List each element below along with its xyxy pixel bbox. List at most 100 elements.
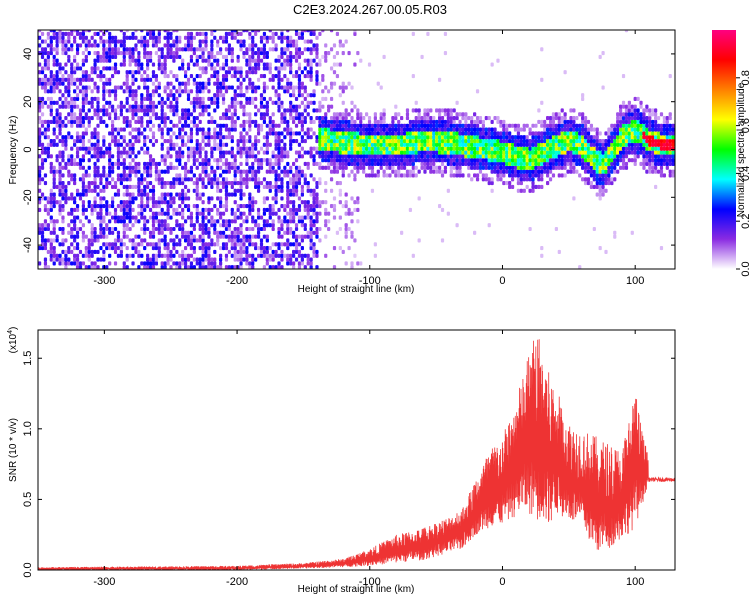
spectrogram-cell xyxy=(43,47,48,52)
spectrogram-cell xyxy=(259,112,264,117)
spectrogram-cell xyxy=(312,31,316,37)
spectrogram-cell xyxy=(510,138,515,144)
spectrogram-cell xyxy=(397,173,401,178)
spectrogram-cell xyxy=(277,138,281,144)
spectrogram-cell xyxy=(417,108,421,113)
spectrogram-cell xyxy=(327,226,331,232)
spectrogram-cell xyxy=(61,142,65,147)
spectrogram-cell xyxy=(186,43,191,48)
spectrogram-cell xyxy=(344,116,348,121)
spectrogram-cell xyxy=(519,146,523,151)
spectrogram-cell xyxy=(224,89,229,94)
spectrogram-cell xyxy=(40,51,45,56)
spectrogram-cell xyxy=(198,81,202,86)
spectrogram-cell xyxy=(204,173,208,178)
spectrogram-cell xyxy=(43,207,48,212)
spectrogram-cell xyxy=(207,127,211,132)
spectrogram-cell xyxy=(356,142,360,147)
spectrogram-cell xyxy=(131,127,135,132)
spectrogram-cell xyxy=(49,169,53,174)
spectrogram-cell xyxy=(245,238,249,243)
spectrogram-cell xyxy=(40,142,45,147)
spectrogram-cell xyxy=(534,150,538,155)
spectrogram-cell xyxy=(493,127,497,132)
spectrogram-cell xyxy=(43,77,48,82)
spectrogram-cell xyxy=(157,169,161,174)
spectrogram-cell xyxy=(265,104,269,109)
spectrogram-cell xyxy=(183,142,188,147)
spectrogram-cell xyxy=(73,253,77,258)
spectrogram-cell xyxy=(560,138,564,144)
spectrogram-cell xyxy=(332,54,337,59)
spectrogram-cell xyxy=(178,265,182,269)
spectrogram-cell xyxy=(125,47,129,52)
spectrogram-cell xyxy=(341,89,345,94)
spectrogram-cell xyxy=(294,246,299,251)
spectrogram-cell xyxy=(353,173,357,178)
spectrogram-cell xyxy=(475,142,480,147)
spectrogram-cell xyxy=(166,181,170,186)
spectrogram-cell xyxy=(382,112,386,117)
spectrogram-cell xyxy=(551,112,556,117)
spectrogram-cell xyxy=(134,30,138,33)
spectrogram-cell xyxy=(236,85,240,90)
spectrogram-cell xyxy=(113,43,118,48)
spectrogram-cell xyxy=(90,100,94,105)
spectrogram-cell xyxy=(116,39,121,44)
spectrogram-cell xyxy=(335,51,340,56)
spectrogram-cell xyxy=(262,62,267,67)
spectrogram-cell xyxy=(192,119,196,124)
spectrogram-cell xyxy=(192,47,196,52)
spectrogram-cell xyxy=(344,203,348,209)
spectrogram-cell xyxy=(93,177,97,182)
spectrogram-cell xyxy=(128,169,132,174)
spectrogram-cell xyxy=(186,123,191,128)
spectrogram-cell xyxy=(432,150,436,155)
spectrogram-cell xyxy=(46,62,50,67)
spectrogram-cell xyxy=(210,31,214,37)
spectrogram-cell xyxy=(303,161,307,167)
spectrogram-cell xyxy=(219,234,223,239)
spectrogram-cell xyxy=(116,104,121,109)
spectrogram-cell xyxy=(58,226,62,232)
spectrogram-cell xyxy=(38,177,42,182)
spectrogram-cell xyxy=(131,116,135,121)
spectrogram-cell xyxy=(38,169,42,174)
spectrogram-cell xyxy=(137,249,141,254)
spectrogram-cell xyxy=(134,77,138,82)
spectrogram-cell xyxy=(151,31,156,37)
spectrogram-cell xyxy=(519,135,523,140)
spectrogram-cell xyxy=(274,131,278,136)
spectrogram-cell xyxy=(335,146,340,151)
spectrogram-cell xyxy=(154,219,158,224)
spectrogram-cell xyxy=(207,81,211,86)
spectrogram-cell xyxy=(408,161,413,167)
spectrogram-cell xyxy=(505,150,509,155)
spectrogram-cell xyxy=(271,39,275,44)
spectrogram-cell xyxy=(315,196,319,201)
spectrogram-cell xyxy=(128,161,132,167)
spectrogram-cell xyxy=(569,150,573,155)
spectrogram-cell xyxy=(297,165,302,170)
spectrogram-cell xyxy=(271,112,275,117)
spectrogram-cell xyxy=(204,81,208,86)
spectrogram-cell xyxy=(341,203,345,209)
spectrogram-cell xyxy=(93,169,97,174)
spectrogram-cell xyxy=(496,142,500,147)
spectrogram-cell xyxy=(271,249,275,254)
spectrogram-cell xyxy=(537,173,541,178)
spectrogram-cell xyxy=(388,158,392,163)
spectrogram-cell xyxy=(102,173,106,178)
spectrogram-cell xyxy=(254,173,258,178)
spectrogram-cell xyxy=(292,215,296,220)
spectrogram-cell xyxy=(283,85,287,90)
spectrogram-cell xyxy=(353,30,357,33)
spectrogram-cell xyxy=(513,161,518,167)
spectrogram-cell xyxy=(233,173,237,178)
spectrogram-cell xyxy=(440,142,445,147)
spectrogram-cell xyxy=(254,146,258,151)
spectrogram-cell xyxy=(52,165,56,170)
spectrogram-cell xyxy=(38,165,42,170)
spectrogram-cell xyxy=(236,257,240,262)
spectrogram-cell xyxy=(81,30,86,33)
